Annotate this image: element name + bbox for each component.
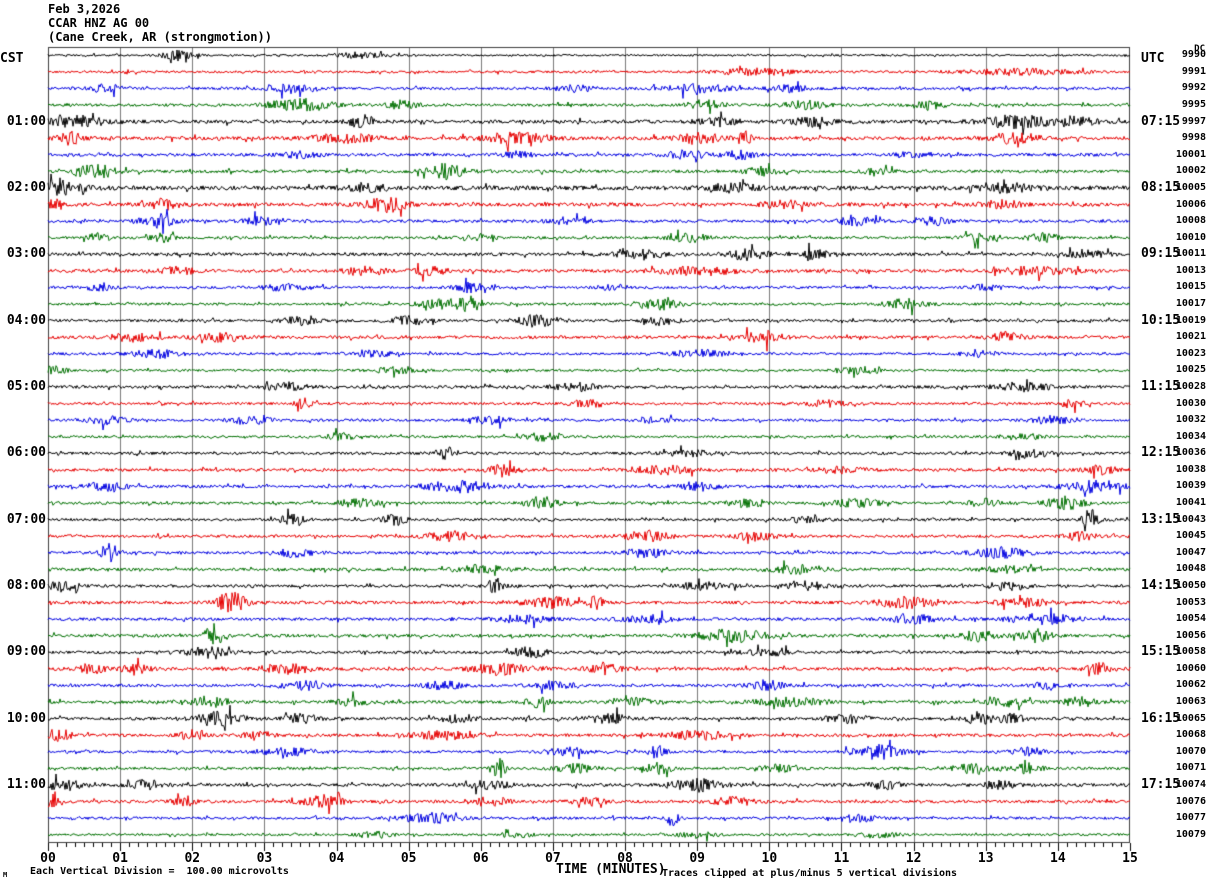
trace-dc-number: 10006: [1175, 198, 1206, 210]
utc-hour-label: 08:15: [1141, 179, 1181, 195]
utc-hour-label: 16:15: [1141, 710, 1181, 726]
cst-hour-label: 08:00: [6, 577, 46, 593]
x-axis-title: TIME (MINUTES): [556, 862, 666, 877]
trace-dc-number: 10074: [1175, 778, 1206, 790]
x-tick-label: 11: [833, 851, 850, 866]
utc-hour-label: 17:15: [1141, 776, 1181, 792]
trace-dc-number: 9992: [1181, 82, 1206, 94]
trace-dc-number: 10050: [1175, 579, 1206, 591]
trace-dc-number: 10079: [1175, 828, 1206, 840]
trace-dc-number: 10065: [1175, 712, 1206, 724]
trace-dc-number: 10015: [1175, 281, 1206, 293]
cst-hour-label: 06:00: [6, 445, 46, 461]
trace-dc-number: 10045: [1175, 530, 1206, 542]
cst-hour-label: 04:00: [6, 312, 46, 328]
x-tick-label: 05: [400, 851, 417, 866]
trace-dc-number: 10038: [1175, 463, 1206, 475]
cst-hour-label: 10:00: [6, 710, 46, 726]
x-tick-label: 10: [761, 851, 778, 866]
cst-hour-label: 09:00: [6, 644, 46, 660]
x-tick-label: 15: [1122, 851, 1138, 866]
utc-hour-label: 12:15: [1141, 445, 1181, 461]
trace-dc-number: 10056: [1175, 629, 1206, 641]
x-tick-label: 08: [617, 851, 633, 866]
trace-dc-number: 10034: [1175, 430, 1206, 442]
trace-dc-number: 9997: [1181, 115, 1206, 127]
trace-dc-number: 10077: [1175, 812, 1206, 824]
utc-hour-label: 07:15: [1141, 113, 1181, 129]
trace-dc-number: 10017: [1175, 298, 1206, 310]
trace-dc-number: 10048: [1175, 563, 1206, 575]
trace-dc-number: 9990: [1181, 49, 1206, 61]
trace-dc-number: 10043: [1175, 513, 1206, 525]
trace-dc-number: 10039: [1175, 480, 1206, 492]
dc-offset-header: DC: [1194, 44, 1205, 54]
trace-dc-number: 10028: [1175, 380, 1206, 392]
utc-hour-label: 14:15: [1141, 577, 1181, 593]
trace-dc-number: 10060: [1175, 662, 1206, 674]
x-tick-label: 06: [472, 851, 489, 866]
trace-dc-number: 10071: [1175, 762, 1206, 774]
cst-hour-label: 07:00: [6, 511, 46, 527]
corner-mark: M: [3, 871, 8, 879]
station-location: (Cane Creek, AR (strongmotion)): [48, 30, 272, 44]
x-tick-label: 07: [545, 851, 561, 866]
trace-dc-number: 10002: [1175, 165, 1206, 177]
plot-date: Feb 3,2026: [48, 2, 121, 16]
trace-dc-number: 10019: [1175, 314, 1206, 326]
utc-hour-label: 15:15: [1141, 644, 1181, 660]
trace-dc-number: 10008: [1175, 215, 1206, 227]
cst-hour-label: 11:00: [6, 776, 46, 792]
trace-dc-number: 10054: [1175, 613, 1206, 625]
utc-hour-label: 13:15: [1141, 511, 1181, 527]
trace-dc-number: 10070: [1175, 745, 1206, 757]
x-tick-label: 02: [184, 851, 201, 866]
trace-dc-number: 10068: [1175, 729, 1206, 741]
trace-dc-number: 10005: [1175, 181, 1206, 193]
x-tick-label: 14: [1050, 851, 1066, 866]
vertical-division-note: Each Vertical Division = 100.00 microvol…: [30, 866, 289, 877]
clipping-note: Traces clipped at plus/minus 5 vertical …: [662, 868, 958, 879]
right-timezone-header: UTC: [1141, 51, 1165, 66]
left-timezone-header: CST: [0, 51, 24, 66]
trace-dc-number: 10041: [1175, 497, 1206, 509]
cst-hour-label: 05:00: [6, 378, 46, 394]
cst-hour-label: 02:00: [6, 179, 46, 195]
trace-dc-number: 10025: [1175, 364, 1206, 376]
station-code: CCAR HNZ AG 00: [48, 16, 150, 30]
trace-dc-number: 9995: [1181, 99, 1206, 111]
trace-dc-number: 10023: [1175, 347, 1206, 359]
trace-dc-number: 10036: [1175, 447, 1206, 459]
x-tick-label: 09: [689, 851, 706, 866]
utc-hour-label: 09:15: [1141, 246, 1181, 262]
trace-dc-number: 10010: [1175, 231, 1206, 243]
trace-dc-number: 10021: [1175, 331, 1206, 343]
trace-dc-number: 10013: [1175, 264, 1206, 276]
trace-dc-number: 10032: [1175, 414, 1206, 426]
x-tick-label: 03: [256, 851, 273, 866]
trace-dc-number: 10030: [1175, 397, 1206, 409]
trace-dc-number: 10047: [1175, 546, 1206, 558]
utc-hour-label: 10:15: [1141, 312, 1181, 328]
x-tick-label: 04: [328, 851, 345, 866]
x-tick-label: 12: [905, 851, 922, 866]
trace-dc-number: 10063: [1175, 696, 1206, 708]
trace-dc-number: 10053: [1175, 596, 1206, 608]
trace-dc-number: 10058: [1175, 646, 1206, 658]
trace-dc-number: 9998: [1181, 132, 1206, 144]
trace-dc-number: 10001: [1175, 148, 1206, 160]
cst-hour-label: 01:00: [6, 113, 46, 129]
trace-dc-number: 10062: [1175, 679, 1206, 691]
x-tick-label: 01: [112, 851, 128, 866]
utc-hour-label: 11:15: [1141, 378, 1181, 394]
x-tick-label: 13: [977, 851, 994, 866]
cst-hour-label: 03:00: [6, 246, 46, 262]
trace-dc-number: 10076: [1175, 795, 1206, 807]
trace-dc-number: 9991: [1181, 65, 1206, 77]
x-tick-label: 00: [40, 851, 56, 866]
trace-dc-number: 10011: [1175, 248, 1206, 260]
